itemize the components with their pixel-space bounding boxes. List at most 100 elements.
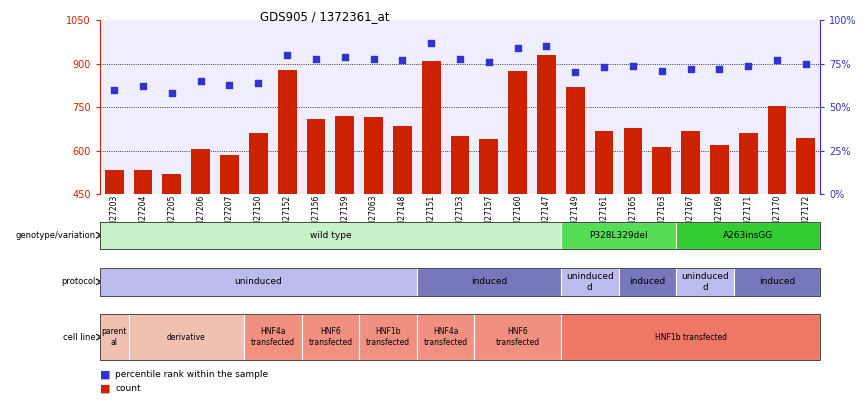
Bar	[220, 155, 239, 325]
Text: GSM27149: GSM27149	[571, 195, 580, 237]
Bar	[767, 106, 786, 325]
Point	[194, 78, 207, 85]
Text: GSM27206: GSM27206	[196, 195, 205, 237]
Text: GSM27152: GSM27152	[283, 195, 292, 236]
Point	[366, 55, 380, 62]
Text: GSM27161: GSM27161	[600, 195, 608, 236]
Text: GSM27203: GSM27203	[109, 195, 119, 237]
Point	[396, 57, 410, 64]
Point	[713, 66, 727, 72]
Bar	[623, 128, 642, 325]
Text: GSM27205: GSM27205	[168, 195, 176, 237]
Point	[309, 55, 323, 62]
Text: GSM27167: GSM27167	[686, 195, 695, 237]
Point	[280, 52, 294, 58]
Text: HNF1b transfected: HNF1b transfected	[654, 333, 727, 342]
Bar	[450, 136, 470, 325]
Point	[108, 87, 122, 93]
Text: uninduced
d: uninduced d	[681, 272, 729, 292]
Text: GSM27063: GSM27063	[369, 195, 378, 237]
Text: uninduced
d: uninduced d	[566, 272, 614, 292]
Point	[626, 62, 640, 69]
Text: GSM27172: GSM27172	[801, 195, 811, 236]
Text: induced: induced	[470, 277, 507, 286]
Bar	[797, 138, 815, 325]
Text: GSM27156: GSM27156	[312, 195, 320, 237]
Bar	[509, 71, 527, 325]
Text: P328L329del: P328L329del	[589, 231, 648, 240]
Bar	[105, 170, 123, 325]
Point	[482, 59, 496, 65]
Bar	[278, 70, 297, 325]
Text: GSM27170: GSM27170	[773, 195, 781, 237]
Point	[741, 62, 755, 69]
Point	[540, 43, 554, 50]
Bar	[365, 117, 383, 325]
Text: HNF6
transfected: HNF6 transfected	[496, 328, 540, 347]
Text: GSM27153: GSM27153	[456, 195, 464, 237]
Bar	[653, 147, 671, 325]
Text: ■: ■	[100, 370, 110, 379]
Text: ■: ■	[100, 384, 110, 394]
Point	[252, 80, 266, 86]
Bar	[566, 87, 585, 325]
Point	[799, 61, 812, 67]
Bar	[681, 130, 700, 325]
Bar	[249, 134, 267, 325]
Text: HNF4a
transfected: HNF4a transfected	[424, 328, 468, 347]
Text: GSM27159: GSM27159	[340, 195, 349, 237]
Text: GSM27157: GSM27157	[484, 195, 493, 237]
Text: protocol: protocol	[61, 277, 95, 286]
Bar	[306, 119, 326, 325]
Text: GDS905 / 1372361_at: GDS905 / 1372361_at	[260, 10, 390, 23]
Bar	[479, 139, 498, 325]
Text: uninduced: uninduced	[234, 277, 282, 286]
Text: GSM27160: GSM27160	[513, 195, 523, 237]
Bar	[710, 145, 729, 325]
Text: GSM27163: GSM27163	[657, 195, 667, 237]
Point	[165, 90, 179, 97]
Text: HNF1b
transfected: HNF1b transfected	[366, 328, 410, 347]
Point	[453, 55, 467, 62]
Text: induced: induced	[629, 277, 666, 286]
Text: GSM27171: GSM27171	[744, 195, 753, 236]
Point	[424, 40, 438, 46]
Bar	[134, 170, 153, 325]
Text: GSM27207: GSM27207	[225, 195, 234, 237]
Bar	[191, 149, 210, 325]
Bar	[335, 116, 354, 325]
Text: GSM27151: GSM27151	[427, 195, 436, 236]
Bar	[162, 174, 181, 325]
Text: induced: induced	[759, 277, 795, 286]
Text: GSM27204: GSM27204	[139, 195, 148, 237]
Text: parent
al: parent al	[102, 328, 127, 347]
Text: HNF6
transfected: HNF6 transfected	[308, 328, 352, 347]
Text: percentile rank within the sample: percentile rank within the sample	[115, 370, 268, 379]
Point	[569, 69, 582, 76]
Point	[654, 68, 668, 74]
Text: wild type: wild type	[310, 231, 352, 240]
Bar	[739, 134, 758, 325]
Point	[597, 64, 611, 70]
Point	[510, 45, 524, 51]
Point	[222, 81, 236, 88]
Text: derivative: derivative	[167, 333, 206, 342]
Text: cell line: cell line	[62, 333, 95, 342]
Text: count: count	[115, 384, 141, 393]
Text: GSM27147: GSM27147	[542, 195, 551, 237]
Point	[338, 53, 352, 60]
Point	[684, 66, 698, 72]
Text: genotype/variation: genotype/variation	[16, 231, 95, 240]
Text: A263insGG: A263insGG	[723, 231, 773, 240]
Bar	[537, 55, 556, 325]
Text: GSM27169: GSM27169	[715, 195, 724, 237]
Text: GSM27165: GSM27165	[628, 195, 637, 237]
Text: GSM27150: GSM27150	[253, 195, 263, 237]
Point	[136, 83, 150, 90]
Bar	[595, 130, 614, 325]
Bar	[393, 126, 411, 325]
Text: HNF4a
transfected: HNF4a transfected	[251, 328, 295, 347]
Point	[770, 57, 784, 64]
Bar	[422, 61, 441, 325]
Text: GSM27148: GSM27148	[398, 195, 407, 236]
